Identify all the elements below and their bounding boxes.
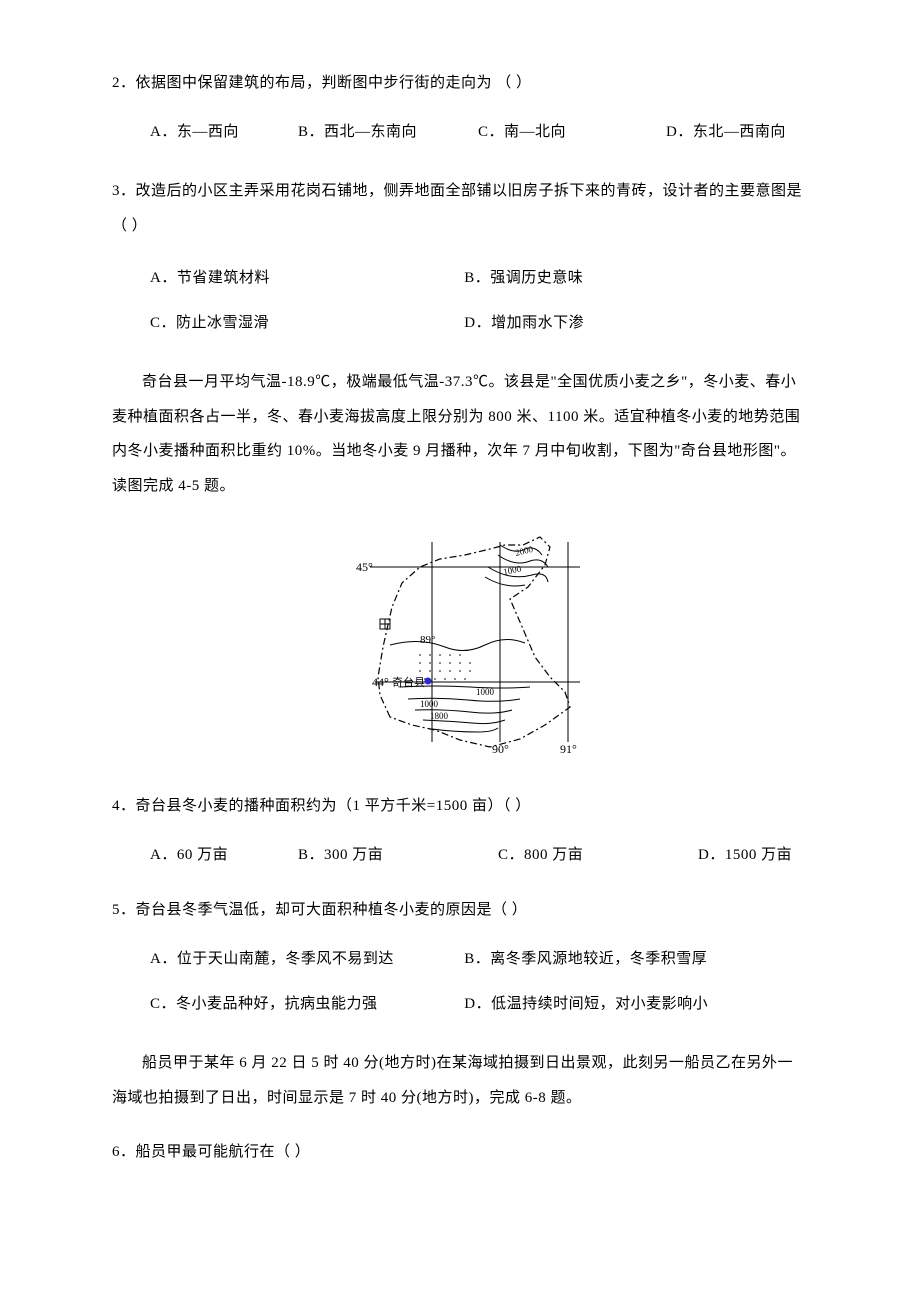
q5-options: A．位于天山南麓，冬季风不易到达 B．离冬季风源地较近，冬季积雪厚 C．冬小麦品… — [112, 946, 808, 1018]
q2-option-c: C．南—北向 — [478, 119, 666, 146]
q5-stem: 5．奇台县冬季气温低，却可大面积种植冬小麦的原因是（ ） — [112, 897, 808, 924]
q4-option-a: A．60 万亩 — [150, 842, 298, 869]
q5-option-b: B．离冬季风源地较近，冬季积雪厚 — [464, 946, 774, 973]
lon89-label: 89° — [420, 634, 435, 646]
county-label: 奇台县 — [392, 675, 425, 689]
contour-1000a: 1000 — [502, 563, 522, 577]
q4-options: A．60 万亩 B．300 万亩 C．800 万亩 D．1500 万亩 — [112, 842, 808, 869]
q5-option-d: D．低温持续时间短，对小麦影响小 — [464, 991, 774, 1018]
lat45-label: 45° — [356, 560, 373, 574]
q2-stem: 2．依据图中保留建筑的布局，判断图中步行街的走向为 （ ） — [112, 70, 808, 97]
q5-option-c: C．冬小麦品种好，抗病虫能力强 — [150, 991, 460, 1018]
q3-option-a: A．节省建筑材料 — [150, 265, 460, 292]
q3-option-b: B．强调历史意味 — [464, 265, 774, 292]
lat44-label: 44° — [372, 675, 389, 689]
lon90-label: 90° — [492, 742, 509, 756]
contour-1000b: 1000 — [476, 687, 495, 697]
passage-1: 奇台县一月平均气温-18.9℃，极端最低气温-37.3℃。该县是"全国优质小麦之… — [112, 365, 808, 503]
q2-option-a: A．东—西向 — [150, 119, 298, 146]
contour-2000: 2000 — [514, 544, 534, 558]
passage-2: 船员甲于某年 6 月 22 日 5 时 40 分(地方时)在某海域拍摄到日出景观… — [112, 1046, 808, 1115]
lon91-label: 91° — [560, 742, 577, 756]
q3-option-c: C．防止冰雪湿滑 — [150, 310, 460, 337]
contour-1800: 1800 — [430, 711, 449, 721]
qitai-map-svg: 45° 44° 89° 90° 91° 奇台县 1000 2000 1000 1… — [320, 527, 600, 757]
q5-option-a: A．位于天山南麓，冬季风不易到达 — [150, 946, 460, 973]
q2-options: A．东—西向 B．西北—东南向 C．南—北向 D．东北—西南向 — [112, 119, 808, 146]
q4-option-c: C．800 万亩 — [498, 842, 698, 869]
map-figure: 45° 44° 89° 90° 91° 奇台县 1000 2000 1000 1… — [112, 527, 808, 767]
q2-option-d: D．东北—西南向 — [666, 119, 786, 146]
county-dot-icon — [425, 678, 432, 685]
q4-option-b: B．300 万亩 — [298, 842, 498, 869]
contour-1000c: 1000 — [420, 699, 439, 709]
q6-stem: 6．船员甲最可能航行在（ ） — [112, 1139, 808, 1166]
q3-stem: 3．改造后的小区主弄采用花岗石铺地，侧弄地面全部铺以旧房子拆下来的青砖，设计者的… — [112, 174, 808, 243]
q3-option-d: D．增加雨水下渗 — [464, 310, 774, 337]
q3-options: A．节省建筑材料 B．强调历史意味 C．防止冰雪湿滑 D．增加雨水下渗 — [112, 265, 808, 337]
q4-option-d: D．1500 万亩 — [698, 842, 792, 869]
q4-stem: 4．奇台县冬小麦的播种面积约为（1 平方千米=1500 亩）（ ） — [112, 793, 808, 820]
q2-option-b: B．西北—东南向 — [298, 119, 478, 146]
